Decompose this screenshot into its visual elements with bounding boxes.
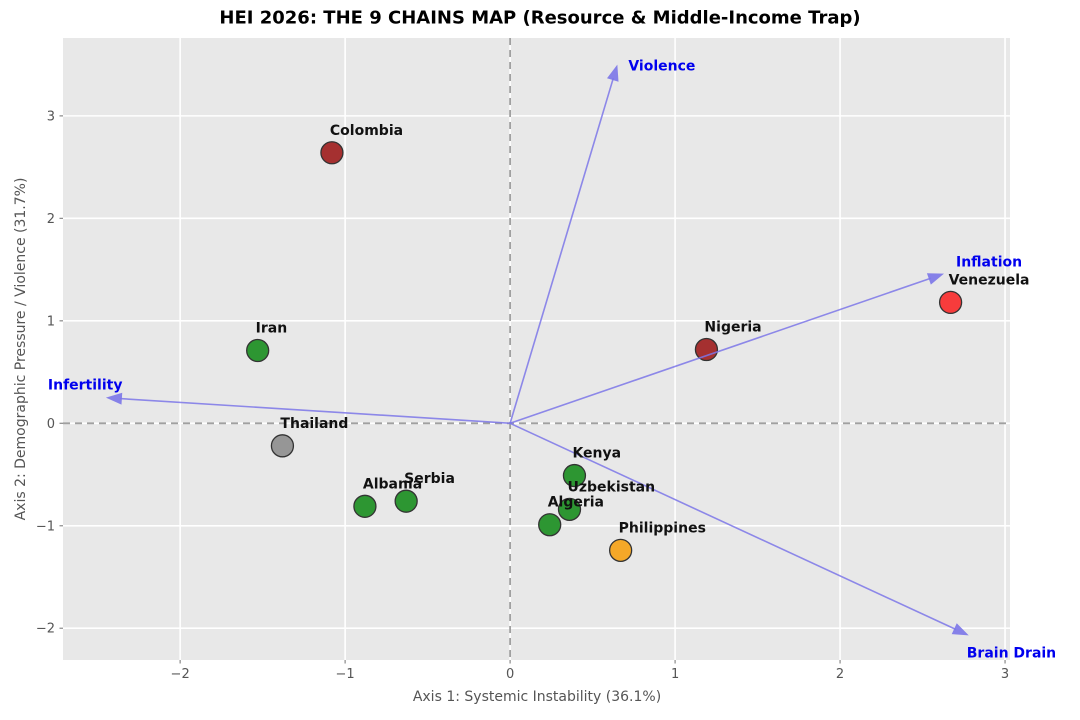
x-tick-label: 1 [671,667,679,682]
point-marker [353,494,377,518]
vector-label-violence: Violence [628,59,695,75]
vector-label-brain-drain: Brain Drain [967,645,1056,661]
point-serbia [394,489,418,513]
y-tick-label: 2 [47,212,55,227]
point-marker [557,497,582,522]
vector-violence [509,64,619,424]
point-marker [938,290,963,315]
plot-area [63,38,1010,660]
point-label-uzbekistan: Uzbekistan [567,479,655,495]
y-axis-label: Axis 2: Demographic Pressure / Violence … [13,177,29,521]
point-uzbekistan [557,497,582,522]
arrow-line [509,277,932,425]
point-venezuela [938,290,963,315]
point-kenya [562,463,587,488]
x-tick-label: 3 [1001,667,1009,682]
y-tick-label: −1 [36,519,55,534]
point-marker [394,489,418,513]
vector-label-infertility: Infertility [48,378,123,394]
point-label-iran: Iran [256,321,288,337]
y-tick-label: 1 [47,314,55,329]
point-thailand [270,434,295,458]
vector-infertility [105,392,511,425]
point-label-serbia: Serbia [404,471,455,487]
vector-brain-drain [509,422,969,636]
point-label-philippines: Philippines [619,520,706,536]
point-marker [320,141,344,165]
point-colombia [320,141,344,165]
point-label-kenya: Kenya [572,446,621,462]
point-marker [608,538,633,563]
point-label-albania: Albania [363,476,422,492]
y-tick-label: −2 [36,622,55,637]
x-tick-label: 2 [836,667,844,682]
x-tick-label: −1 [336,667,355,682]
arrow-line [509,422,957,631]
point-label-algeria: Algeria [548,495,604,511]
chart-title: HEI 2026: THE 9 CHAINS MAP (Resource & M… [219,7,861,29]
vector-label-inflation: Inflation [956,255,1022,271]
point-marker [270,434,295,458]
x-tick-label: −2 [171,667,190,682]
x-axis-label: Axis 1: Systemic Instability (36.1%) [412,689,662,705]
point-algeria [538,513,562,537]
point-iran [246,338,270,363]
y-tick-label: 3 [47,109,55,124]
arrow-head [926,273,945,285]
x-tick-label: 0 [506,667,514,682]
point-label-colombia: Colombia [330,123,403,139]
point-label-thailand: Thailand [280,416,348,432]
arrow-line [119,397,511,425]
point-label-venezuela: Venezuela [949,272,1030,288]
point-philippines [608,538,633,563]
y-tick-label: 0 [47,417,55,432]
point-marker [694,337,719,362]
point-marker [562,463,587,488]
point-nigeria [694,337,719,362]
arrow-line [509,77,615,424]
arrow-head [607,64,619,82]
point-marker [246,338,270,363]
arrow-head [951,623,969,636]
point-albania [353,494,377,518]
point-marker [538,513,562,537]
arrow-head [105,392,123,405]
point-label-nigeria: Nigeria [704,320,761,336]
vector-inflation [509,273,945,425]
